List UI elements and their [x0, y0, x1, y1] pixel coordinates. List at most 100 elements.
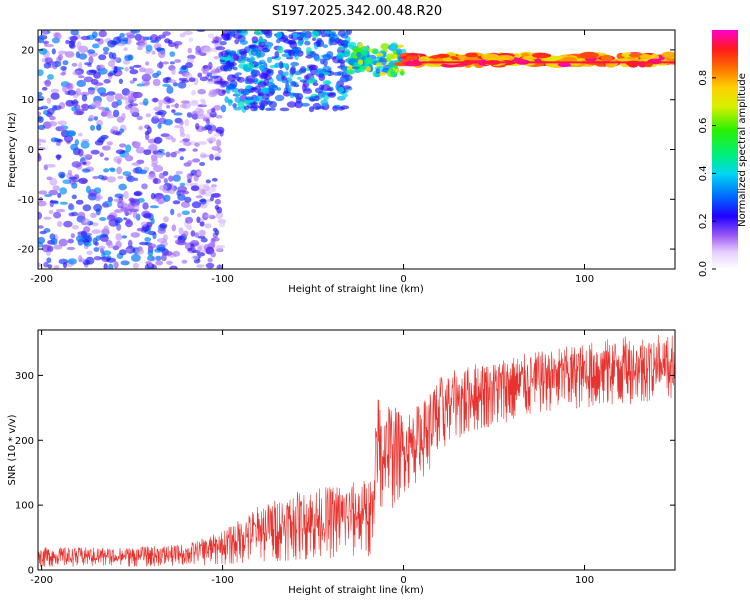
heatmap-cell — [215, 211, 224, 220]
heatmap-cell — [38, 91, 43, 97]
heatmap-cell — [121, 235, 128, 239]
heatmap-cell — [210, 196, 214, 202]
heatmap-cell — [134, 141, 142, 147]
heatmap-cell — [196, 114, 206, 120]
heatmap-cell — [75, 199, 84, 205]
heatmap-cell — [220, 56, 231, 61]
heatmap-cell — [111, 126, 119, 132]
heatmap-cell — [215, 126, 225, 134]
heatmap-cell — [103, 51, 109, 55]
heatmap-cell — [290, 61, 300, 67]
heatmap-cell — [200, 154, 210, 158]
heatmap-cell — [82, 218, 91, 226]
heatmap-cell — [293, 92, 300, 98]
heatmap-cell — [115, 240, 122, 249]
heatmap-cell — [184, 196, 192, 203]
heatmap-cell — [69, 176, 78, 180]
heatmap-cell — [114, 93, 124, 101]
heatmap-cell — [153, 106, 163, 112]
heatmap-cell — [169, 61, 175, 65]
heatmap-cell — [220, 64, 228, 72]
heatmap-cell — [265, 107, 272, 112]
heatmap-cell — [300, 66, 307, 73]
y-tick-label: 300 — [15, 371, 34, 382]
heatmap-cell — [94, 140, 104, 146]
heatmap-cell — [344, 48, 351, 57]
heatmap-cell — [165, 151, 171, 158]
heatmap-cell — [152, 178, 161, 185]
heatmap-cell — [243, 105, 250, 111]
heatmap-cell — [119, 249, 127, 256]
heatmap-cell — [43, 261, 49, 268]
heatmap-cell — [48, 189, 59, 196]
heatmap-cell — [53, 265, 60, 269]
heatmap-cell — [106, 257, 116, 263]
heatmap-cell — [106, 114, 115, 119]
heatmap-cell — [267, 45, 272, 50]
heatmap-cell — [151, 97, 159, 103]
heatmap-cell — [190, 185, 200, 192]
heatmap-cell — [286, 101, 297, 108]
heatmap-cell — [183, 141, 192, 146]
heatmap-cell — [41, 86, 48, 91]
heatmap-cell — [195, 195, 203, 199]
heatmap-cell — [251, 36, 259, 44]
heatmap-cell — [336, 55, 343, 60]
heatmap-cell — [601, 54, 613, 62]
heatmap-cell — [93, 256, 102, 261]
heatmap-cell — [210, 251, 216, 258]
heatmap-cell — [144, 68, 154, 75]
heatmap-cell — [67, 258, 77, 265]
heatmap-cell — [62, 85, 68, 93]
heatmap-cell — [176, 213, 182, 218]
heatmap-cell — [173, 112, 183, 116]
heatmap-cell — [281, 35, 288, 41]
heatmap-cell — [210, 240, 216, 248]
heatmap-cell — [48, 121, 58, 127]
heatmap-cell — [68, 40, 75, 48]
heatmap-cell — [144, 81, 150, 86]
heatmap-cell — [116, 99, 122, 106]
heatmap-cell — [352, 47, 363, 53]
heatmap-cell — [297, 76, 302, 80]
heatmap-cell — [203, 185, 211, 192]
heatmap-cell — [179, 126, 185, 135]
heatmap-cell — [147, 243, 157, 249]
heatmap-cell — [192, 158, 201, 163]
heatmap-cell — [198, 187, 203, 196]
heatmap-cell — [253, 77, 259, 83]
heatmap-cell — [495, 54, 515, 62]
heatmap-cell — [49, 200, 59, 204]
heatmap-cell — [356, 56, 366, 61]
heatmap-cell — [44, 79, 52, 87]
heatmap-cell — [69, 179, 76, 185]
heatmap-cell — [148, 261, 153, 268]
heatmap-cell — [171, 68, 176, 75]
heatmap-cell — [233, 53, 240, 62]
heatmap-cell — [145, 44, 153, 52]
heatmap-cell — [108, 51, 114, 59]
heatmap-cell — [215, 115, 223, 119]
heatmap-cell — [151, 264, 158, 269]
heatmap-xlabel: Height of straight line (km) — [288, 284, 424, 295]
heatmap-cell — [207, 33, 215, 39]
heatmap-cell — [196, 216, 201, 224]
heatmap-cell — [177, 193, 186, 201]
heatmap-cell — [166, 85, 174, 94]
heatmap-cell — [157, 122, 162, 129]
heatmap-cell — [436, 53, 450, 59]
heatmap-cell — [106, 176, 117, 183]
x-tick-label: -100 — [211, 274, 234, 285]
heatmap-cell — [186, 112, 193, 118]
heatmap-cell — [83, 76, 94, 83]
heatmap-cell — [337, 106, 345, 111]
heatmap-cell — [171, 109, 176, 113]
heatmap-cell — [72, 70, 83, 76]
heatmap-cell — [198, 141, 207, 145]
heatmap-cell — [106, 214, 116, 221]
heatmap-cells — [38, 30, 675, 269]
heatmap-cell — [325, 33, 331, 37]
heatmap-cell — [216, 139, 222, 147]
heatmap-cell — [53, 211, 62, 219]
heatmap-cell — [174, 239, 183, 245]
